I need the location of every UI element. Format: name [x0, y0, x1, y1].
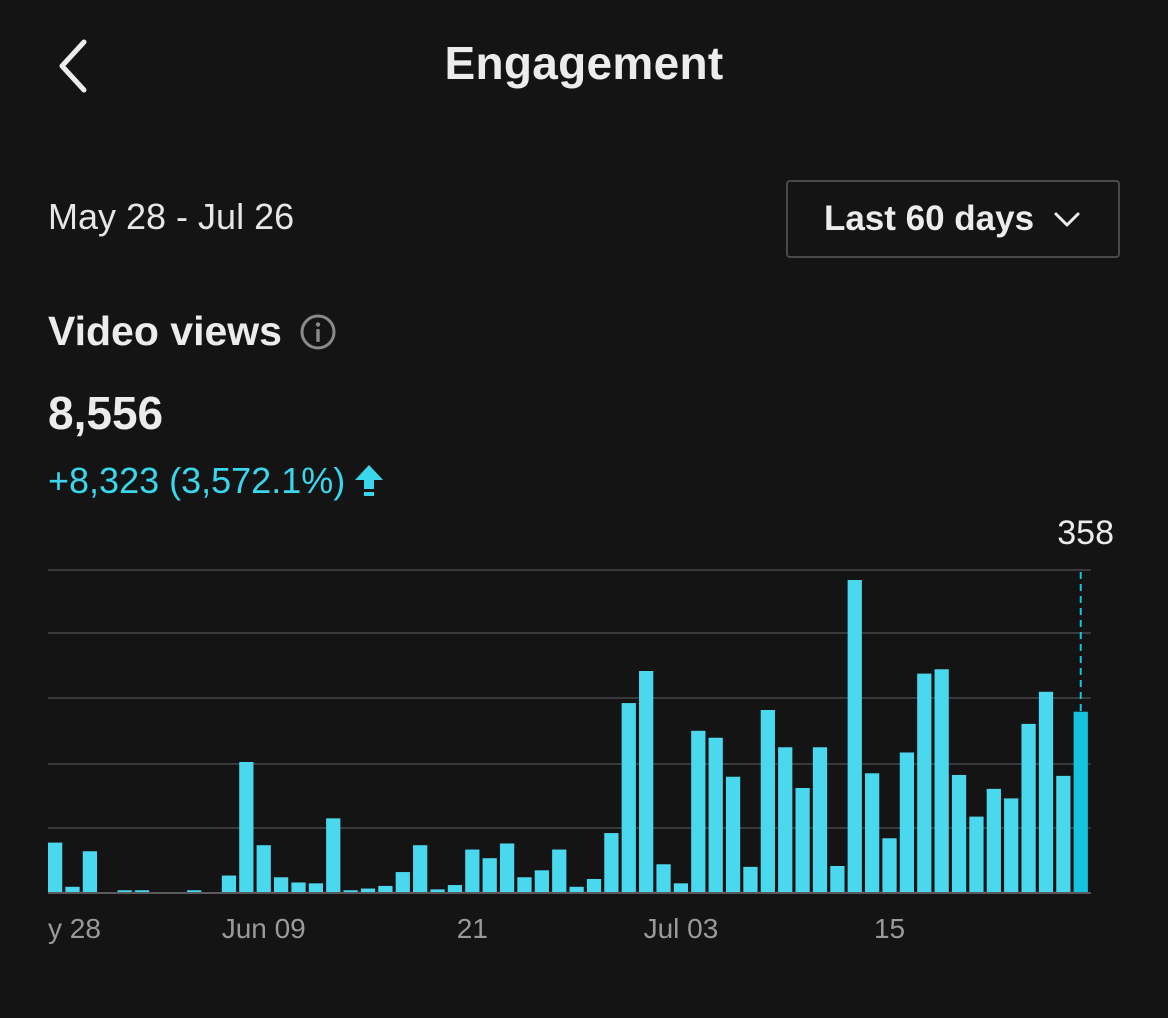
- chart-bar[interactable]: [586, 879, 602, 892]
- chart-bar[interactable]: [969, 816, 984, 892]
- chart-bar[interactable]: [865, 773, 880, 892]
- chart-bar[interactable]: [65, 886, 80, 892]
- chart-bar[interactable]: [778, 747, 793, 892]
- chart-bar[interactable]: [986, 788, 1001, 892]
- arrow-up-icon: [355, 465, 384, 496]
- chart-bar[interactable]: [187, 890, 202, 892]
- chart-bar[interactable]: [725, 776, 741, 892]
- chart-bar[interactable]: [117, 890, 132, 892]
- x-tick-label: Jul 03: [644, 913, 719, 944]
- x-tick-label: y 28: [48, 913, 101, 944]
- back-button[interactable]: [44, 32, 100, 100]
- chart-bar[interactable]: [899, 752, 915, 892]
- chart-bar[interactable]: [1056, 775, 1071, 892]
- chart-bar[interactable]: [239, 762, 254, 892]
- page-title: Engagement: [444, 37, 724, 89]
- chart-bar[interactable]: [951, 775, 967, 892]
- chart-bar[interactable]: [256, 845, 271, 892]
- chart-bar[interactable]: [48, 842, 63, 892]
- chart-bar[interactable]: [656, 864, 671, 892]
- x-tick-label: 15: [874, 913, 905, 944]
- chart-bar[interactable]: [743, 866, 758, 892]
- chart-bar[interactable]: [569, 886, 584, 892]
- selected-bar-value: 358: [1057, 514, 1114, 552]
- chart-bar[interactable]: [552, 849, 567, 892]
- chart-bar[interactable]: [465, 849, 480, 892]
- chart-bar[interactable]: [447, 885, 463, 892]
- chart-bar[interactable]: [1021, 723, 1036, 892]
- info-icon[interactable]: [298, 312, 338, 352]
- date-range-select[interactable]: Last 60 days: [786, 180, 1120, 258]
- chart-bar[interactable]: [760, 710, 775, 892]
- chart-bar[interactable]: [134, 890, 150, 892]
- metric-title-label: Video views: [48, 308, 282, 354]
- chart-bar[interactable]: [534, 870, 549, 892]
- x-tick-label: Jun 09: [222, 913, 306, 944]
- chart-bar[interactable]: [482, 858, 497, 892]
- chart-bar[interactable]: [917, 673, 932, 892]
- metric-change: +8,323 (3,572.1%): [48, 460, 385, 502]
- chart-bar[interactable]: [795, 788, 810, 892]
- metric-change-text: +8,323 (3,572.1%): [48, 460, 346, 501]
- chart-bar[interactable]: [1004, 798, 1019, 892]
- chart-bar[interactable]: [413, 845, 428, 892]
- chart-bar[interactable]: [360, 888, 376, 892]
- chart-bar[interactable]: [812, 747, 828, 892]
- chart-bar[interactable]: [604, 833, 619, 892]
- chart-bar[interactable]: [882, 838, 897, 892]
- chart-bar[interactable]: [430, 889, 445, 892]
- chart-bar[interactable]: [343, 890, 358, 892]
- chart-bar[interactable]: [934, 669, 949, 892]
- chart-bar[interactable]: [830, 866, 845, 892]
- chart-bar[interactable]: [273, 877, 289, 892]
- chart-bar[interactable]: [326, 818, 341, 892]
- date-range-label: May 28 - Jul 26: [48, 196, 295, 237]
- x-tick-label: 21: [457, 913, 488, 944]
- chevron-left-icon: [59, 39, 87, 93]
- chart-bar[interactable]: [378, 885, 393, 892]
- chart-bar[interactable]: [708, 737, 723, 892]
- metric-value: 8,556: [48, 387, 164, 439]
- chart-bar[interactable]: [395, 872, 410, 892]
- chart-bar[interactable]: [221, 875, 237, 892]
- chart-bar[interactable]: [82, 851, 98, 892]
- metric-title: Video views: [48, 308, 338, 355]
- chart-bar-selected[interactable]: [1073, 711, 1088, 892]
- chart-bar[interactable]: [499, 843, 515, 892]
- chart-bar[interactable]: [308, 883, 323, 892]
- chart-bar[interactable]: [621, 703, 636, 892]
- chevron-down-icon: [1054, 212, 1080, 227]
- chart-bar[interactable]: [673, 883, 689, 892]
- chart-bar[interactable]: [291, 882, 306, 892]
- chart-bar[interactable]: [1038, 691, 1054, 892]
- chart-bar[interactable]: [691, 730, 706, 892]
- chart-bar[interactable]: [847, 580, 862, 892]
- chart-bar[interactable]: [517, 877, 532, 892]
- chart-bar[interactable]: [639, 671, 654, 892]
- date-range-select-label: Last 60 days: [823, 199, 1035, 238]
